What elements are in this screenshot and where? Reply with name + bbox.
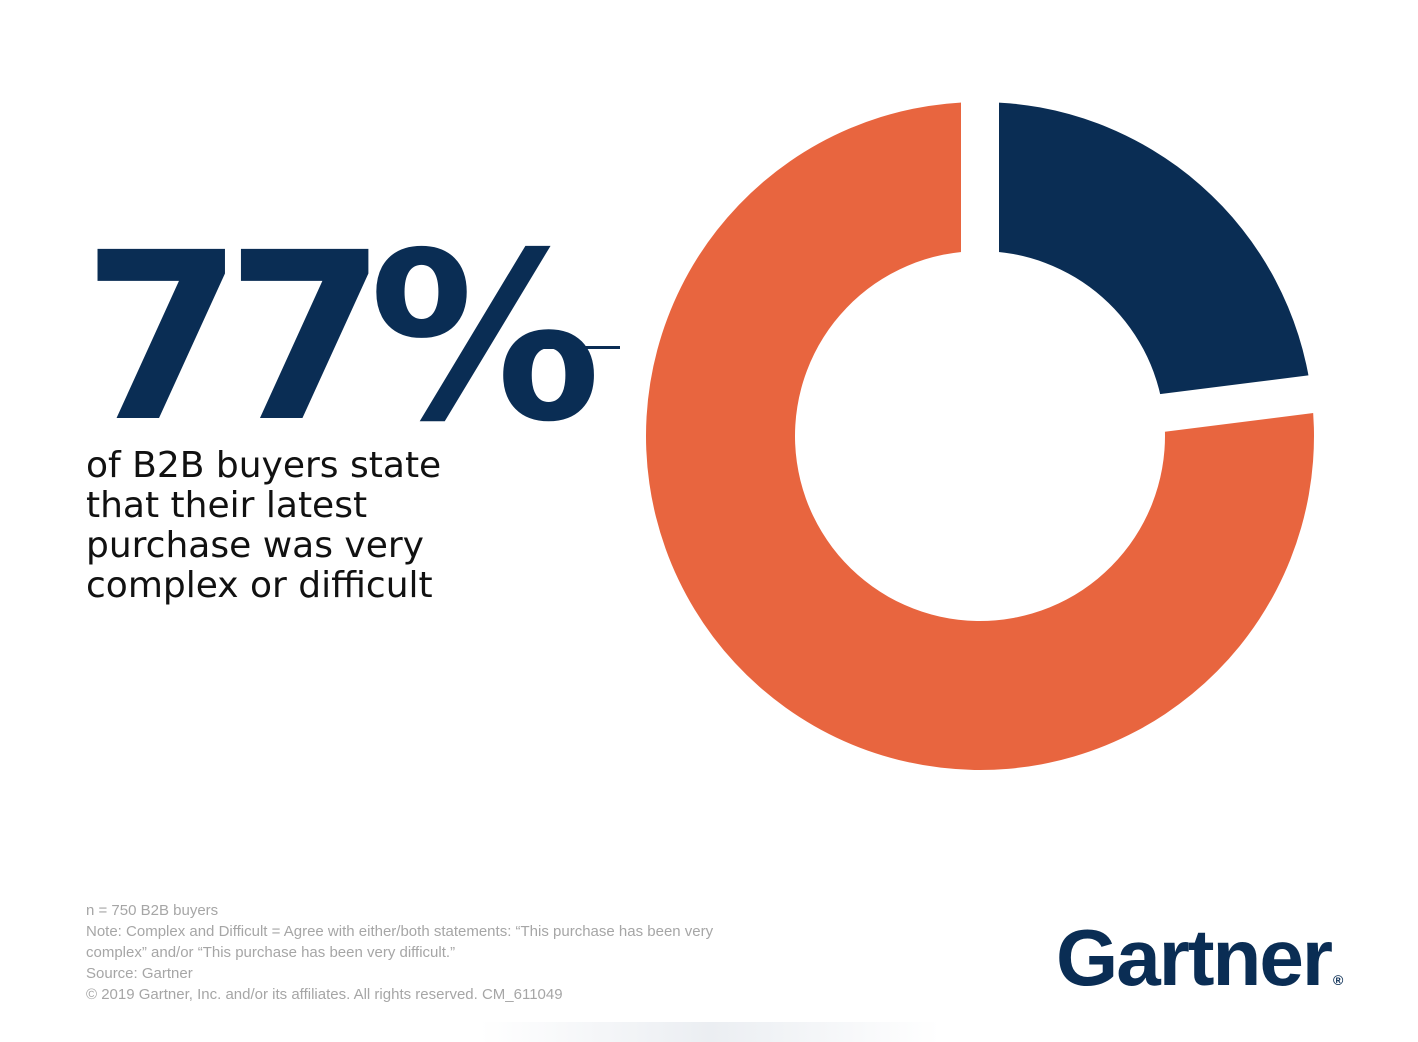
- footnotes: n = 750 B2B buyers Note: Complex and Dif…: [86, 900, 766, 1005]
- donut-gap-right: [1131, 371, 1340, 436]
- bottom-shadow: [480, 1022, 940, 1042]
- gartner-logo-text: Gartner: [1056, 913, 1333, 1002]
- footnote-sample-size: n = 750 B2B buyers: [86, 902, 219, 919]
- donut-chart: [646, 80, 1340, 771]
- callout-connector-line: [536, 346, 620, 349]
- stat-caption: of B2B buyers state that their latest pu…: [86, 445, 442, 606]
- footnote-copyright: © 2019 Gartner, Inc. and/or its affiliat…: [86, 986, 563, 1003]
- gartner-logo: Gartner ®: [1056, 918, 1343, 998]
- registered-mark: ®: [1332, 972, 1344, 988]
- donut-slice-77-percent: [646, 102, 1314, 771]
- footnote-source: Source: Gartner: [86, 965, 193, 982]
- donut-slice-minority: [980, 102, 1312, 413]
- stat-value: 77%: [82, 203, 601, 473]
- footnote-note: Note: Complex and Difficult = Agree with…: [86, 923, 714, 961]
